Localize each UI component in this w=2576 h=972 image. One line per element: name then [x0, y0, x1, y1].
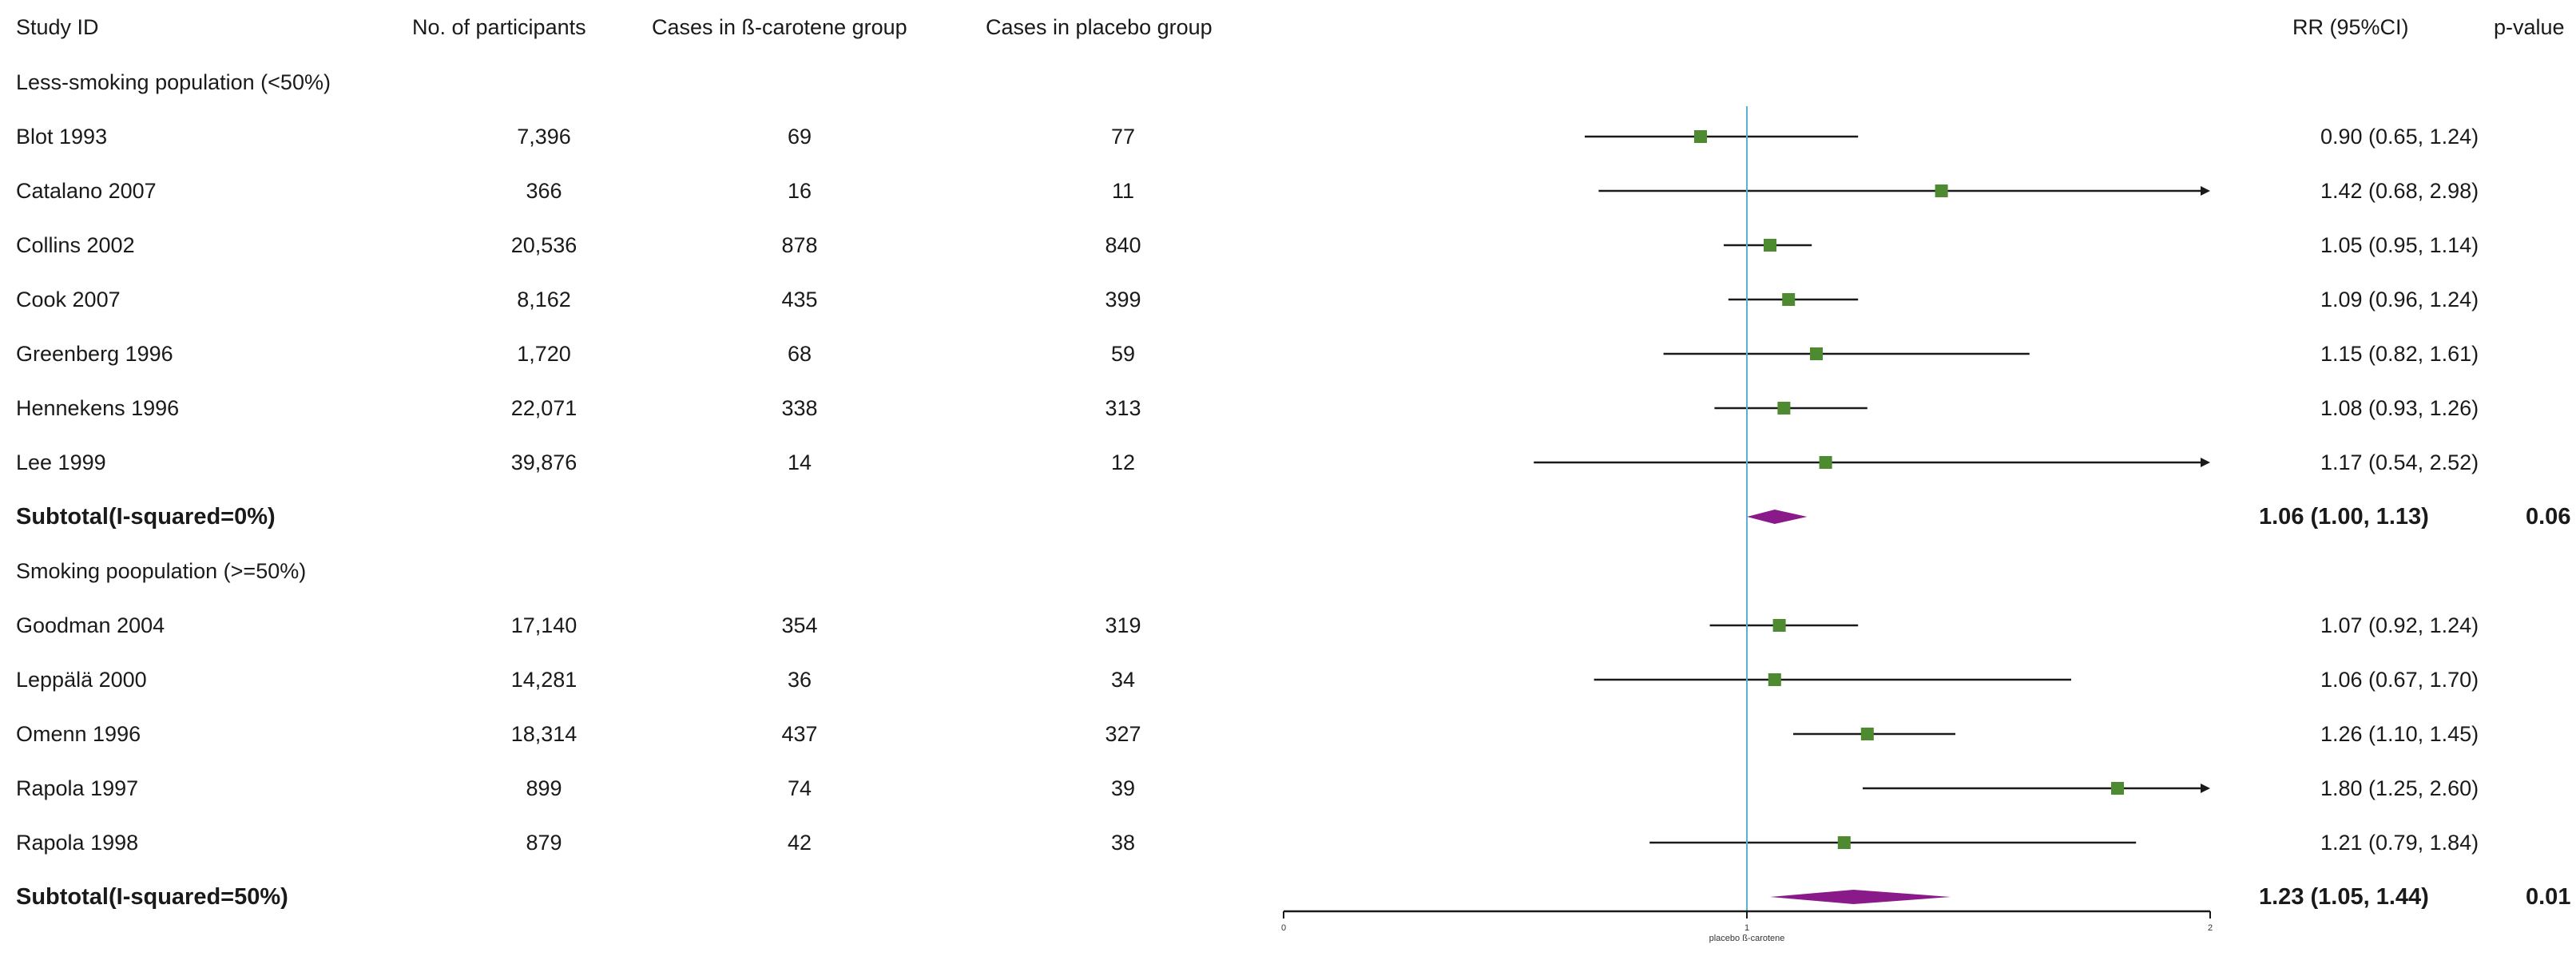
participants-count: 366: [526, 179, 562, 203]
rr-ci-value: 1.26 (1.10, 1.45): [2320, 722, 2479, 746]
point-estimate-marker: [1837, 836, 1851, 849]
beta-carotene-cases: 878: [781, 233, 818, 257]
subtotal-p-value: 0.06: [2526, 504, 2571, 530]
beta-carotene-cases: 14: [787, 450, 812, 474]
subtotal-rr-ci: 1.06 (1.00, 1.13): [2259, 504, 2429, 530]
beta-carotene-cases: 74: [787, 776, 812, 800]
point-estimate-marker: [1935, 184, 1948, 197]
study-id: Hennekens 1996: [16, 396, 180, 420]
point-estimate-marker: [1772, 619, 1786, 632]
placebo-cases: 38: [1110, 831, 1136, 855]
rr-ci-value: 1.80 (1.25, 2.60): [2320, 776, 2479, 800]
participants-count: 17,140: [510, 613, 578, 637]
placebo-cases: 34: [1110, 668, 1136, 692]
placebo-cases: 327: [1105, 722, 1141, 746]
placebo-cases: 840: [1105, 233, 1141, 257]
beta-carotene-cases: 338: [781, 396, 818, 420]
point-estimate-marker: [1782, 293, 1796, 306]
beta-carotene-cases: 16: [787, 179, 812, 203]
point-estimate-marker: [1810, 347, 1823, 360]
rr-ci-value: 1.21 (0.79, 1.84): [2320, 831, 2479, 855]
rr-ci-value: 1.17 (0.54, 2.52): [2320, 450, 2479, 474]
header-rr: RR (95%CI): [2292, 15, 2409, 39]
study-id: Blot 1993: [16, 125, 108, 149]
x-axis-label: placebo ß-carotene: [1709, 934, 1785, 943]
subtotal-diamond: [1770, 890, 1951, 904]
study-id: Rapola 1997: [16, 776, 139, 800]
group-header: Less-smoking population (<50%): [16, 70, 331, 94]
rr-ci-value: 1.09 (0.96, 1.24): [2320, 288, 2479, 311]
subtotal-label: Subtotal(I-squared=0%): [16, 504, 276, 530]
point-estimate-marker: [1694, 130, 1707, 143]
placebo-cases: 59: [1110, 342, 1136, 366]
point-estimate-marker: [1768, 673, 1781, 686]
participants-count: 18,314: [510, 722, 578, 746]
study-id: Leppälä 2000: [16, 668, 147, 692]
point-estimate-marker: [1860, 728, 1874, 740]
point-estimate-marker: [2111, 782, 2124, 795]
subtotal-diamond: [1747, 510, 1808, 524]
x-axis-tick-label: 0: [1281, 923, 1286, 933]
x-axis-tick-label: 2: [2208, 923, 2213, 933]
subtotal-rr-ci: 1.23 (1.05, 1.44): [2259, 884, 2429, 910]
study-id: Omenn 1996: [16, 722, 141, 746]
header-study-id: Study ID: [16, 15, 99, 39]
rr-ci-value: 1.07 (0.92, 1.24): [2320, 613, 2479, 637]
study-id: Rapola 1998: [16, 831, 139, 855]
participants-count: 39,876: [510, 450, 578, 474]
header-placebo-cases: Cases in placebo group: [986, 15, 1213, 39]
beta-carotene-cases: 354: [781, 613, 818, 637]
participants-count: 899: [526, 776, 562, 800]
beta-carotene-cases: 36: [787, 668, 812, 692]
rr-ci-value: 1.05 (0.95, 1.14): [2320, 233, 2479, 257]
participants-count: 14,281: [510, 668, 578, 692]
placebo-cases: 313: [1105, 396, 1141, 420]
header-beta-cases: Cases in ß-carotene group: [652, 15, 907, 39]
study-id: Collins 2002: [16, 233, 135, 257]
study-id: Goodman 2004: [16, 613, 165, 637]
study-id: Greenberg 1996: [16, 342, 173, 366]
beta-carotene-cases: 435: [781, 288, 818, 311]
rr-ci-value: 1.06 (0.67, 1.70): [2320, 668, 2479, 692]
group-header: Smoking poopulation (>=50%): [16, 559, 307, 583]
participants-count: 22,071: [510, 396, 578, 420]
beta-carotene-cases: 68: [787, 342, 812, 366]
rr-ci-value: 1.15 (0.82, 1.61): [2320, 342, 2479, 366]
study-id: Lee 1999: [16, 450, 106, 474]
subtotal-p-value: 0.01: [2526, 884, 2571, 910]
x-axis-tick-label: 1: [1744, 923, 1749, 933]
beta-carotene-cases: 69: [787, 125, 812, 149]
beta-carotene-cases: 437: [781, 722, 818, 746]
participants-count: 8,162: [517, 288, 571, 311]
point-estimate-marker: [1819, 456, 1832, 469]
study-id: Cook 2007: [16, 288, 121, 311]
point-estimate-marker: [1777, 402, 1791, 415]
subtotal-label: Subtotal(I-squared=50%): [16, 884, 288, 910]
placebo-cases: 319: [1105, 613, 1141, 637]
participants-count: 879: [526, 831, 562, 855]
placebo-cases: 77: [1110, 125, 1136, 149]
ci-arrow: [2201, 784, 2210, 793]
study-id: Catalano 2007: [16, 179, 157, 203]
header-p-value: p-value: [2494, 15, 2565, 39]
rr-ci-value: 1.08 (0.93, 1.26): [2320, 396, 2479, 420]
beta-carotene-cases: 42: [787, 831, 812, 855]
participants-count: 7,396: [517, 125, 571, 149]
placebo-cases: 39: [1110, 776, 1136, 800]
placebo-cases: 11: [1111, 179, 1135, 203]
participants-count: 1,720: [517, 342, 571, 366]
participants-count: 20,536: [510, 233, 578, 257]
placebo-cases: 12: [1110, 450, 1136, 474]
point-estimate-marker: [1764, 239, 1776, 252]
rr-ci-value: 0.90 (0.65, 1.24): [2320, 125, 2479, 149]
ci-arrow: [2201, 186, 2210, 196]
ci-arrow: [2201, 458, 2210, 467]
header-participants: No. of participants: [412, 15, 586, 39]
placebo-cases: 399: [1105, 288, 1141, 311]
rr-ci-value: 1.42 (0.68, 2.98): [2320, 179, 2479, 203]
